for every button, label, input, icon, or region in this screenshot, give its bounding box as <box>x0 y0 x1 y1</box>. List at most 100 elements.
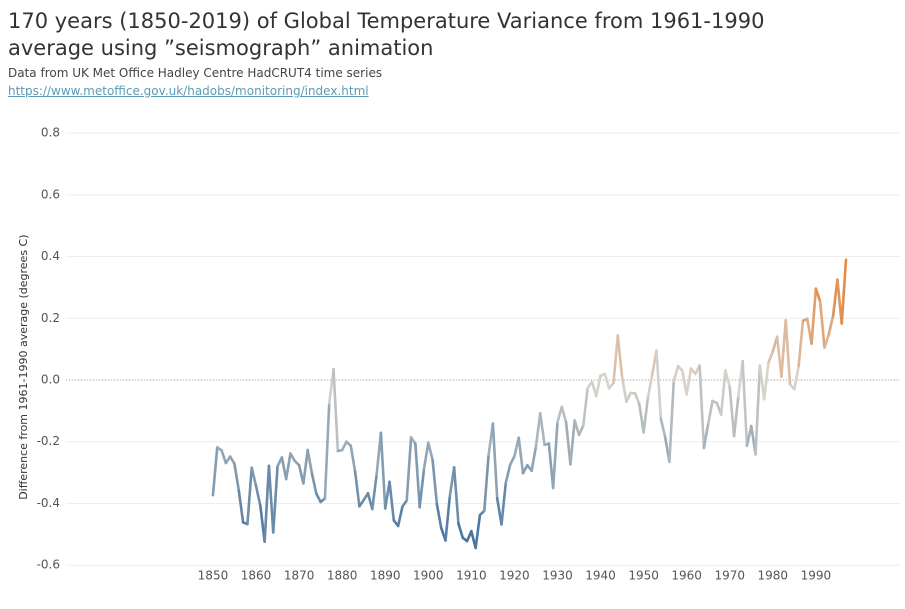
line-segment <box>254 484 262 507</box>
x-tick-label: 1880 <box>327 569 358 583</box>
y-tick-label: 0.4 <box>41 249 60 263</box>
line-segment <box>284 452 292 481</box>
line-segment <box>250 466 258 488</box>
line-segment <box>797 319 805 368</box>
x-tick-label: 1860 <box>241 569 272 583</box>
y-tick-label: 0.6 <box>41 187 60 201</box>
line-segment <box>414 442 421 509</box>
line-segment <box>672 364 680 383</box>
line-segment <box>573 419 581 437</box>
line-segment <box>340 440 348 452</box>
line-segment <box>426 441 434 462</box>
x-tick-label: 1980 <box>758 569 789 583</box>
line-segment <box>633 391 641 406</box>
line-segment <box>517 436 525 475</box>
y-tick-label: 0.8 <box>41 126 60 140</box>
line-segment <box>762 361 770 401</box>
line-segment <box>793 364 800 391</box>
line-segment <box>814 287 822 303</box>
line-segment <box>625 391 632 403</box>
y-axis-label: Difference from 1961-1990 average (degre… <box>17 234 30 499</box>
line-segment <box>323 401 331 500</box>
line-segment <box>732 394 740 438</box>
x-tick-label: 1960 <box>671 569 702 583</box>
line-segment <box>435 502 443 530</box>
line-segment <box>754 364 762 456</box>
line-segment <box>620 375 628 403</box>
line-segment <box>405 436 413 502</box>
line-segment <box>767 350 775 364</box>
line-segment <box>237 489 245 524</box>
line-segment <box>538 412 546 447</box>
line-segment <box>534 412 542 448</box>
line-segment <box>332 367 340 453</box>
line-segment <box>577 424 585 437</box>
line-segment <box>302 448 310 485</box>
x-tick-label: 1890 <box>370 569 401 583</box>
line-segment <box>315 492 322 504</box>
line-segment <box>724 369 732 389</box>
line-segment <box>569 419 577 466</box>
line-segment <box>582 386 589 427</box>
line-segment <box>396 505 404 528</box>
line-segment <box>246 466 254 526</box>
line-segment <box>474 513 482 550</box>
line-segment <box>706 399 714 426</box>
line-segment <box>818 300 826 349</box>
line-segment <box>379 431 387 510</box>
line-segment <box>267 464 275 534</box>
y-tick-label: 0.2 <box>41 311 60 325</box>
line-segment <box>560 405 568 424</box>
line-segment <box>388 480 396 522</box>
header: 170 years (1850-2019) of Global Temperat… <box>8 8 838 99</box>
line-segment <box>728 385 736 438</box>
line-segment <box>349 444 357 473</box>
line-segment <box>681 369 688 396</box>
line-segment <box>603 372 611 390</box>
line-segment <box>504 463 512 485</box>
y-tick-label: 0.0 <box>41 373 60 387</box>
chart-title: 170 years (1850-2019) of Global Temperat… <box>8 9 765 60</box>
line-segment <box>431 458 439 506</box>
line-segment <box>444 495 452 542</box>
x-tick-label: 1940 <box>585 569 616 583</box>
line-segment <box>521 463 529 475</box>
line-segment <box>685 367 693 396</box>
line-segment <box>500 481 508 526</box>
line-segment <box>758 364 766 401</box>
line-segment <box>422 441 430 471</box>
line-segment <box>306 448 314 476</box>
x-tick-label: 1930 <box>542 569 573 583</box>
line-segment <box>418 467 426 509</box>
line-segment <box>530 445 538 473</box>
line-segment <box>228 455 236 466</box>
line-segment <box>289 452 297 463</box>
line-segment <box>698 364 706 450</box>
y-tick-label: -0.2 <box>37 434 60 448</box>
x-tick-label: 1990 <box>801 569 832 583</box>
line-segment <box>659 417 667 439</box>
line-segment <box>642 396 650 434</box>
line-segment <box>220 449 228 465</box>
line-segment <box>780 318 788 378</box>
line-segment <box>840 258 848 325</box>
x-tick-label: 1870 <box>284 569 315 583</box>
chart-subtitle: Data from UK Met Office Hadley Centre Ha… <box>8 66 383 80</box>
line-segment <box>810 287 818 345</box>
line-segment <box>280 456 288 481</box>
y-tick-label: -0.4 <box>37 496 60 510</box>
line-segment <box>556 405 564 424</box>
source-link[interactable]: https://www.metoffice.gov.uk/hadobs/moni… <box>8 84 369 98</box>
line-segment <box>211 445 219 497</box>
line-segment <box>564 420 572 466</box>
line-segment <box>233 462 241 492</box>
line-segment <box>719 369 727 416</box>
line-segment <box>452 466 460 525</box>
line-segment <box>702 422 710 450</box>
x-tick-label: 1910 <box>456 569 487 583</box>
line-segment <box>668 379 676 464</box>
line-segment <box>457 522 465 540</box>
x-tick-label: 1900 <box>413 569 444 583</box>
